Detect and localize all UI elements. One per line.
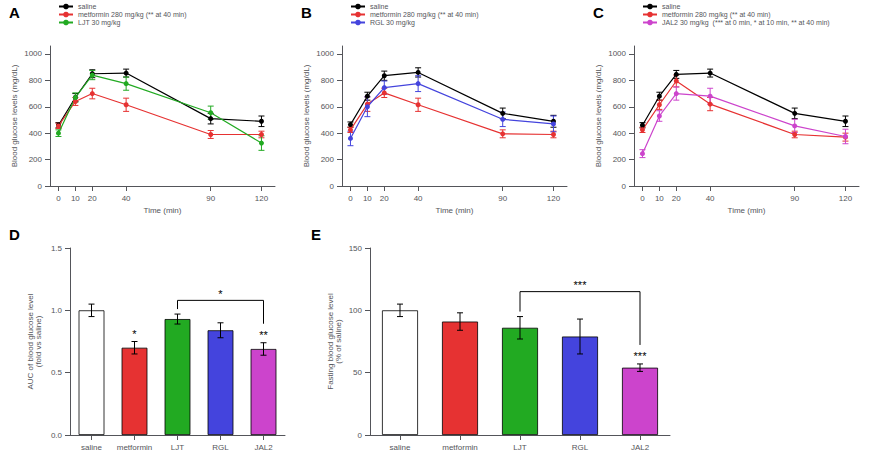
svg-text:metformin: metformin bbox=[442, 443, 478, 452]
svg-text:1000: 1000 bbox=[608, 49, 626, 58]
svg-text:0: 0 bbox=[56, 194, 61, 203]
svg-text:800: 800 bbox=[29, 76, 43, 85]
svg-text:1000: 1000 bbox=[316, 49, 334, 58]
svg-text:400: 400 bbox=[29, 129, 43, 138]
svg-text:800: 800 bbox=[613, 76, 627, 85]
svg-text:600: 600 bbox=[613, 102, 627, 111]
svg-text:metformin 280 mg/kg (** at 40: metformin 280 mg/kg (** at 40 min) bbox=[662, 11, 771, 19]
svg-text:B: B bbox=[301, 4, 312, 21]
svg-text:JAL2: JAL2 bbox=[631, 443, 650, 452]
svg-text:600: 600 bbox=[321, 102, 335, 111]
svg-text:saline: saline bbox=[662, 3, 680, 10]
svg-text:20: 20 bbox=[88, 194, 97, 203]
svg-text:10: 10 bbox=[655, 194, 664, 203]
svg-text:RGL 30 mg/kg: RGL 30 mg/kg bbox=[370, 19, 415, 27]
svg-text:Blood glucose levels (mg/dL): Blood glucose levels (mg/dL) bbox=[302, 64, 311, 167]
svg-text:JAL2: JAL2 bbox=[254, 443, 273, 452]
svg-text:90: 90 bbox=[790, 194, 799, 203]
svg-text:Blood glucose levels (mg/dL): Blood glucose levels (mg/dL) bbox=[594, 64, 603, 167]
svg-text:A: A bbox=[9, 4, 20, 21]
svg-text:***: *** bbox=[634, 350, 648, 362]
svg-text:metformin 280 mg/kg (** at 40: metformin 280 mg/kg (** at 40 min) bbox=[78, 11, 187, 19]
svg-text:saline: saline bbox=[390, 443, 411, 452]
svg-text:0: 0 bbox=[38, 182, 43, 191]
svg-text:*: * bbox=[132, 328, 137, 340]
svg-text:saline: saline bbox=[370, 3, 388, 10]
svg-text:LJT 30 mg/kg: LJT 30 mg/kg bbox=[78, 19, 120, 27]
svg-text:90: 90 bbox=[498, 194, 507, 203]
svg-text:***: *** bbox=[574, 279, 588, 291]
svg-text:0.0: 0.0 bbox=[51, 431, 63, 440]
svg-text:40: 40 bbox=[414, 194, 423, 203]
svg-text:200: 200 bbox=[29, 155, 43, 164]
svg-text:10: 10 bbox=[71, 194, 80, 203]
svg-text:(fold vs saline): (fold vs saline) bbox=[34, 315, 43, 367]
svg-text:40: 40 bbox=[706, 194, 715, 203]
svg-text:100: 100 bbox=[349, 306, 363, 315]
svg-text:(% of saline): (% of saline) bbox=[334, 319, 343, 364]
svg-text:RGL: RGL bbox=[572, 443, 589, 452]
svg-text:120: 120 bbox=[547, 194, 561, 203]
svg-text:JAL2 30 mg/kg (*** at 0 min,: JAL2 30 mg/kg (*** at 0 min, * at 10 min… bbox=[662, 19, 830, 27]
svg-text:0: 0 bbox=[348, 194, 353, 203]
svg-text:40: 40 bbox=[122, 194, 131, 203]
svg-text:0.5: 0.5 bbox=[51, 368, 63, 377]
svg-text:600: 600 bbox=[29, 102, 43, 111]
svg-text:0: 0 bbox=[358, 431, 363, 440]
svg-text:120: 120 bbox=[839, 194, 853, 203]
svg-text:**: ** bbox=[259, 329, 268, 341]
svg-text:metformin 280 mg/kg (** at 40: metformin 280 mg/kg (** at 40 min) bbox=[370, 11, 479, 19]
svg-text:AUC of blood glucose level: AUC of blood glucose level bbox=[25, 293, 35, 390]
svg-text:Time (min): Time (min) bbox=[728, 206, 766, 215]
svg-text:Time (min): Time (min) bbox=[436, 206, 474, 215]
svg-text:1.0: 1.0 bbox=[51, 306, 63, 315]
svg-text:200: 200 bbox=[321, 155, 335, 164]
svg-text:1.5: 1.5 bbox=[51, 244, 63, 253]
svg-text:RGL: RGL bbox=[212, 443, 229, 452]
svg-text:Fasting blood glucose level: Fasting blood glucose level bbox=[325, 293, 335, 390]
svg-text:10: 10 bbox=[363, 194, 372, 203]
svg-text:Time (min): Time (min) bbox=[144, 206, 182, 215]
svg-text:*: * bbox=[218, 288, 223, 300]
svg-text:200: 200 bbox=[613, 155, 627, 164]
svg-text:metformin: metformin bbox=[117, 443, 153, 452]
svg-text:120: 120 bbox=[255, 194, 269, 203]
svg-text:20: 20 bbox=[380, 194, 389, 203]
svg-text:90: 90 bbox=[206, 194, 215, 203]
svg-text:E: E bbox=[311, 226, 321, 243]
svg-text:150: 150 bbox=[349, 244, 363, 253]
svg-text:800: 800 bbox=[321, 76, 335, 85]
svg-text:D: D bbox=[9, 226, 20, 243]
svg-text:0: 0 bbox=[330, 182, 335, 191]
svg-text:400: 400 bbox=[613, 129, 627, 138]
svg-text:C: C bbox=[593, 4, 604, 21]
svg-text:50: 50 bbox=[353, 368, 362, 377]
svg-text:1000: 1000 bbox=[24, 49, 42, 58]
svg-text:0: 0 bbox=[640, 194, 645, 203]
svg-text:LJT: LJT bbox=[513, 443, 526, 452]
svg-text:Blood glucose levels (mg/dL): Blood glucose levels (mg/dL) bbox=[10, 64, 19, 167]
svg-text:20: 20 bbox=[672, 194, 681, 203]
svg-text:0: 0 bbox=[622, 182, 627, 191]
svg-text:saline: saline bbox=[78, 3, 96, 10]
svg-text:saline: saline bbox=[81, 443, 102, 452]
svg-text:400: 400 bbox=[321, 129, 335, 138]
svg-text:LJT: LJT bbox=[171, 443, 184, 452]
